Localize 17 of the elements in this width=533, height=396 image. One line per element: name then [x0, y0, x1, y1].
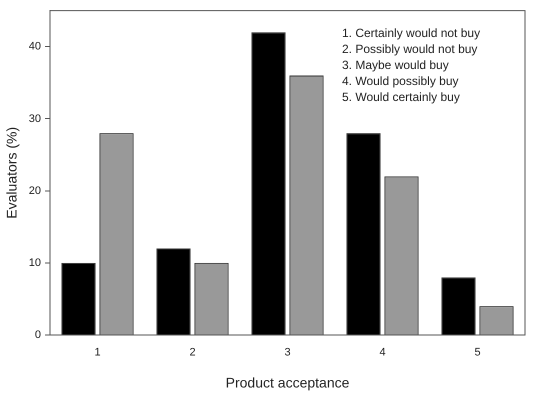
y-axis-title: Evaluators (%) — [3, 126, 20, 219]
y-tick-label: 30 — [28, 112, 42, 125]
y-tick-label: 20 — [28, 184, 42, 197]
annotation: 5. Would certainly buy — [342, 90, 460, 104]
x-tick-label: 4 — [379, 346, 386, 359]
x-tick-label: 5 — [474, 346, 481, 359]
x-tick-label: 1 — [94, 346, 101, 359]
annotation: 1. Certainly would not buy — [342, 26, 480, 40]
annotation: 2. Possibly would not buy — [342, 42, 478, 56]
x-tick-label: 2 — [189, 346, 196, 359]
annotation: 3. Maybe would buy — [342, 58, 449, 72]
x-tick-label: 3 — [284, 346, 291, 359]
x-axis-title: Product acceptance — [226, 374, 350, 390]
y-tick-label: 40 — [28, 40, 42, 53]
y-tick-label: 10 — [28, 256, 42, 269]
annotation: 4. Would possibly buy — [342, 74, 459, 88]
y-tick-label: 0 — [34, 329, 42, 342]
